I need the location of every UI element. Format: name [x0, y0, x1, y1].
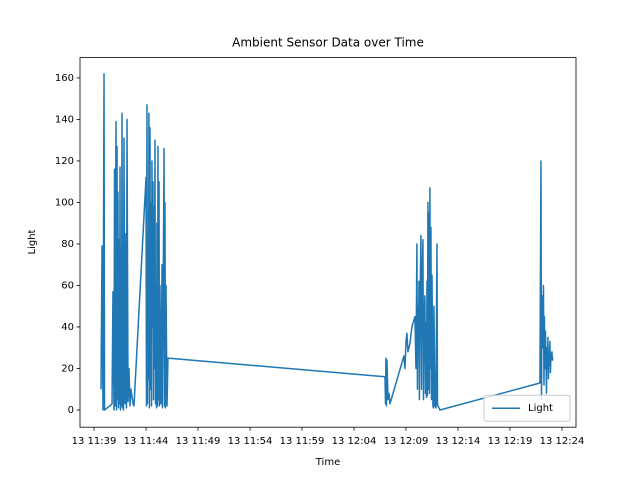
x-tick-label: 13 12:19: [488, 436, 533, 447]
y-tick-label: 140: [55, 114, 74, 125]
y-tick-label: 120: [55, 156, 74, 167]
chart-title: Ambient Sensor Data over Time: [232, 36, 424, 50]
x-tick-label: 13 11:49: [176, 436, 221, 447]
x-tick-label: 13 11:54: [228, 436, 273, 447]
y-tick-label: 100: [55, 197, 74, 208]
x-tick-label: 13 11:59: [280, 436, 325, 447]
x-tick-label: 13 12:24: [540, 436, 585, 447]
y-tick-label: 60: [61, 280, 74, 291]
data-line: [100, 73, 554, 411]
y-axis-label: Light: [27, 229, 38, 254]
y-tick-label: 20: [61, 363, 74, 374]
legend-box: [483, 394, 571, 422]
y-tick-label: 0: [68, 405, 74, 416]
x-tick-label: 13 12:14: [436, 436, 481, 447]
x-tick-label: 13 11:39: [72, 436, 117, 447]
x-tick-label: 13 12:09: [384, 436, 429, 447]
x-tick-label: 13 11:44: [124, 436, 169, 447]
x-axis-label: Time: [315, 457, 340, 468]
axes-frame: [79, 57, 577, 428]
y-tick-label: 40: [61, 322, 74, 333]
legend-label: Light: [528, 403, 553, 414]
x-tick-label: 13 12:04: [332, 436, 377, 447]
y-tick-label: 160: [55, 73, 74, 84]
y-tick-label: 80: [61, 239, 74, 250]
